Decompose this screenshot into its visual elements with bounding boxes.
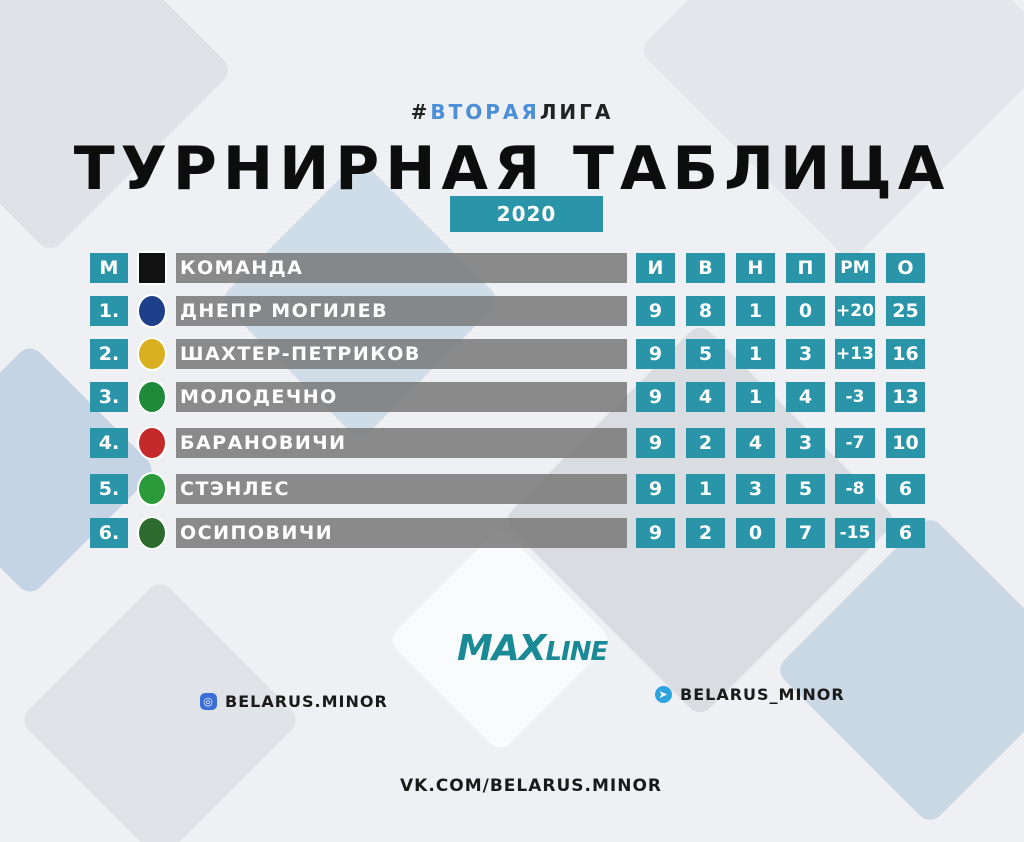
stat-losses: 5 — [786, 474, 825, 504]
stat-played: 9 — [636, 474, 675, 504]
team-name: ДНЕПР МОГИЛЕВ — [176, 296, 627, 326]
stat-points: 10 — [886, 428, 925, 458]
stat-played: 9 — [636, 339, 675, 369]
stat-wins: 8 — [686, 296, 725, 326]
team-name: МОЛОДЕЧНО — [176, 382, 627, 412]
stat-draws: 4 — [736, 428, 775, 458]
stat-points: 6 — [886, 474, 925, 504]
team-logo-icon — [137, 472, 167, 506]
header-points: О — [886, 253, 925, 283]
stat-losses: 0 — [786, 296, 825, 326]
stat-points: 25 — [886, 296, 925, 326]
telegram-link[interactable]: ➤ BELARUS_MINOR — [655, 685, 845, 704]
team-name: БАРАНОВИЧИ — [176, 428, 627, 458]
stat-points: 16 — [886, 339, 925, 369]
league-hashtag: #ВТОРАЯЛИГА — [410, 100, 614, 124]
stat-draws: 1 — [736, 296, 775, 326]
stat-played: 9 — [636, 518, 675, 548]
instagram-icon: ◎ — [200, 693, 217, 710]
vk-link[interactable]: VK.COM/BELARUS.MINOR — [400, 776, 662, 796]
position: 3. — [90, 382, 128, 412]
year-badge: 2020 — [450, 196, 603, 232]
stat-goal-diff: +13 — [835, 339, 875, 369]
stat-wins: 2 — [686, 518, 725, 548]
team-name: СТЭНЛЕС — [176, 474, 627, 504]
position: 5. — [90, 474, 128, 504]
stat-losses: 3 — [786, 339, 825, 369]
stat-wins: 1 — [686, 474, 725, 504]
team-logo-icon — [137, 337, 167, 371]
stat-played: 9 — [636, 428, 675, 458]
stat-goal-diff: -7 — [835, 428, 875, 458]
header-losses: П — [786, 253, 825, 283]
stat-goal-diff: +20 — [835, 296, 875, 326]
stat-draws: 3 — [736, 474, 775, 504]
position: 4. — [90, 428, 128, 458]
stat-losses: 7 — [786, 518, 825, 548]
header-draws: Н — [736, 253, 775, 283]
table-row: 5. СТЭНЛЕС 9 1 3 5 -8 6 — [0, 472, 1024, 506]
telegram-icon: ➤ — [655, 686, 672, 703]
header-played: И — [636, 253, 675, 283]
table-row: 2. ШАХТЕР-ПЕТРИКОВ 9 5 1 3 +13 16 — [0, 337, 1024, 371]
table-row: 1. ДНЕПР МОГИЛЕВ 9 8 1 0 +20 25 — [0, 294, 1024, 328]
table-header: М КОМАНДА И В Н П РМ О — [0, 251, 1024, 285]
team-logo-icon — [137, 426, 167, 460]
stat-points: 6 — [886, 518, 925, 548]
position: 6. — [90, 518, 128, 548]
vk-url: VK.COM/BELARUS.MINOR — [400, 776, 663, 796]
team-logo-icon — [137, 380, 167, 414]
table-row: 3. МОЛОДЕЧНО 9 4 1 4 -3 13 — [0, 380, 1024, 414]
header-pos: М — [90, 253, 128, 283]
stat-played: 9 — [636, 382, 675, 412]
sponsor-logo: MAXLINE — [457, 628, 608, 669]
stat-wins: 5 — [686, 339, 725, 369]
header-team: КОМАНДА — [176, 253, 627, 283]
stat-goal-diff: -8 — [835, 474, 875, 504]
stat-played: 9 — [636, 296, 675, 326]
stat-goal-diff: -15 — [835, 518, 875, 548]
telegram-handle: BELARUS_MINOR — [680, 685, 845, 704]
team-logo-icon — [137, 516, 167, 550]
stat-wins: 2 — [686, 428, 725, 458]
instagram-link[interactable]: ◎ BELARUS.MINOR — [200, 692, 388, 711]
team-name: ОСИПОВИЧИ — [176, 518, 627, 548]
stat-draws: 0 — [736, 518, 775, 548]
instagram-handle: BELARUS.MINOR — [225, 692, 388, 711]
stat-losses: 4 — [786, 382, 825, 412]
stat-draws: 1 — [736, 339, 775, 369]
team-logo-icon — [137, 294, 167, 328]
header-goal-diff: РМ — [835, 253, 875, 283]
table-row: 4. БАРАНОВИЧИ 9 2 4 3 -7 10 — [0, 426, 1024, 460]
team-name: ШАХТЕР-ПЕТРИКОВ — [176, 339, 627, 369]
position: 1. — [90, 296, 128, 326]
stat-points: 13 — [886, 382, 925, 412]
position: 2. — [90, 339, 128, 369]
stat-draws: 1 — [736, 382, 775, 412]
header-wins: В — [686, 253, 725, 283]
stat-wins: 4 — [686, 382, 725, 412]
table-row: 6. ОСИПОВИЧИ 9 2 0 7 -15 6 — [0, 516, 1024, 550]
page-title: ТУРНИРНАЯ ТАБЛИЦА — [73, 134, 951, 204]
minor-logo-icon — [137, 251, 167, 285]
stat-goal-diff: -3 — [835, 382, 875, 412]
stat-losses: 3 — [786, 428, 825, 458]
